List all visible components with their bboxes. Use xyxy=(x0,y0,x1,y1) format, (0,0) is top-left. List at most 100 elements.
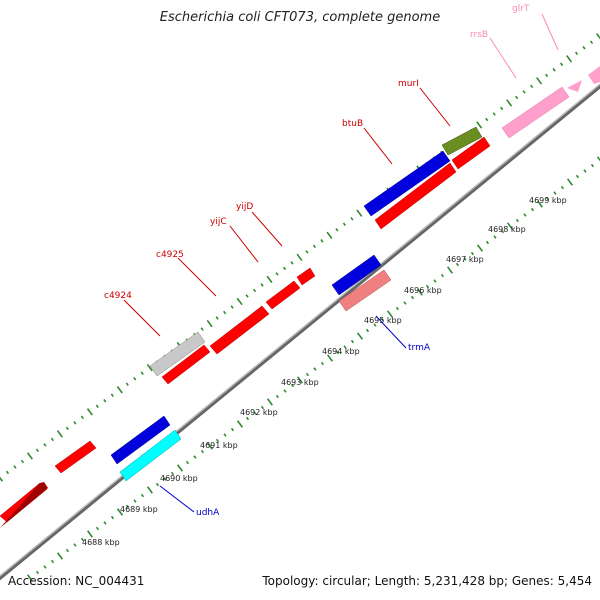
gene-feature[interactable] xyxy=(374,162,457,230)
tick-mark xyxy=(223,433,227,437)
scale-label: 4692 kbp xyxy=(240,408,278,417)
tick-mark xyxy=(574,51,579,56)
tick-mark xyxy=(125,504,130,509)
tick-mark xyxy=(176,464,184,472)
tick-mark xyxy=(335,228,339,232)
gene-feature[interactable] xyxy=(54,440,97,474)
accession-text: Accession: NC_004431 xyxy=(8,574,145,588)
gene-feature[interactable] xyxy=(451,136,491,170)
tick-mark xyxy=(545,73,549,78)
tick-mark xyxy=(125,382,129,386)
tick-mark xyxy=(356,209,363,217)
gene-feature[interactable] xyxy=(265,280,301,310)
tick-mark xyxy=(530,84,534,89)
tick-mark xyxy=(133,499,137,503)
tick-mark xyxy=(582,45,586,50)
gene-feature[interactable] xyxy=(331,254,382,296)
tick-mark xyxy=(522,90,526,94)
tick-mark xyxy=(350,216,354,221)
tick-mark xyxy=(425,284,430,289)
gene-feature[interactable] xyxy=(149,331,206,377)
gene-feature[interactable] xyxy=(209,305,270,355)
tick-mark xyxy=(266,275,273,284)
gene-feature[interactable] xyxy=(161,344,211,385)
tick-mark xyxy=(506,99,513,107)
scale-label: 4699 kbp xyxy=(529,196,567,205)
tick-mark xyxy=(133,376,137,381)
scale-label: 4694 kbp xyxy=(322,347,360,356)
tick-mark xyxy=(170,471,175,476)
gene-feature[interactable] xyxy=(119,429,182,482)
tick-mark xyxy=(536,200,543,208)
gene-feature[interactable] xyxy=(338,269,392,312)
backbone xyxy=(0,83,600,581)
tick-mark xyxy=(403,301,407,305)
gene-feature[interactable] xyxy=(567,80,582,92)
gene-feature[interactable] xyxy=(110,415,171,465)
tick-mark xyxy=(343,345,347,349)
tick-mark xyxy=(193,455,197,459)
tick-mark xyxy=(296,253,303,262)
tick-mark xyxy=(80,415,84,420)
tick-mark xyxy=(559,62,564,67)
tick-mark xyxy=(80,537,85,542)
gene-feature[interactable] xyxy=(0,482,48,528)
tick-mark xyxy=(200,327,204,331)
tick-mark xyxy=(290,383,295,388)
map-title: Escherichia coli CFT073, complete genome xyxy=(159,10,441,25)
tick-mark xyxy=(560,185,565,190)
tick-mark xyxy=(35,570,40,575)
gene-feature[interactable] xyxy=(296,267,316,286)
tick-mark xyxy=(305,372,310,377)
tick-mark xyxy=(282,266,287,271)
gene-feature[interactable] xyxy=(501,86,570,139)
tick-mark xyxy=(583,169,587,173)
tick-mark xyxy=(433,279,437,283)
gene-label: glrT xyxy=(512,4,530,14)
tick-mark xyxy=(545,196,550,201)
tick-mark xyxy=(26,452,33,460)
tick-mark xyxy=(589,40,594,45)
outer-tick-track xyxy=(0,33,600,482)
tick-mark xyxy=(275,272,279,276)
tick-mark xyxy=(500,106,504,111)
tick-mark xyxy=(416,288,423,296)
gene-feature[interactable] xyxy=(363,150,451,217)
tick-mark xyxy=(230,427,235,432)
tick-mark xyxy=(386,310,393,318)
tick-mark xyxy=(215,316,219,320)
gene-feature[interactable] xyxy=(441,126,483,156)
tick-mark xyxy=(552,68,556,72)
tick-mark xyxy=(485,240,490,245)
gene-label: btuB xyxy=(342,119,363,129)
scale-label: 4689 kbp xyxy=(120,505,158,514)
tick-mark xyxy=(326,354,333,362)
gene-label-leaders xyxy=(123,13,559,513)
tick-mark xyxy=(13,465,17,469)
tick-mark xyxy=(56,430,63,438)
tick-mark xyxy=(245,416,250,421)
scale-label: 4688 kbp xyxy=(82,538,120,547)
tick-mark xyxy=(566,55,573,63)
tick-mark xyxy=(43,443,47,447)
tick-mark xyxy=(373,323,377,327)
tick-mark xyxy=(313,367,317,371)
gene-feature[interactable] xyxy=(588,66,600,84)
tick-mark xyxy=(0,476,4,482)
tick-mark xyxy=(206,319,213,328)
gene-label: udhA xyxy=(196,508,220,518)
gene-features xyxy=(0,66,600,528)
tick-mark xyxy=(163,477,167,481)
tick-mark xyxy=(223,310,227,315)
scale-label: 4693 kbp xyxy=(281,378,319,387)
tick-mark xyxy=(342,222,347,227)
tick-mark xyxy=(73,421,77,425)
tick-mark xyxy=(110,393,114,398)
tick-mark xyxy=(455,262,460,267)
gene-label: rrsB xyxy=(470,30,488,40)
gene-label: murI xyxy=(398,79,419,89)
tick-mark xyxy=(65,548,70,553)
tick-mark xyxy=(446,266,453,274)
scale-label: 4695 kbp xyxy=(364,316,402,325)
